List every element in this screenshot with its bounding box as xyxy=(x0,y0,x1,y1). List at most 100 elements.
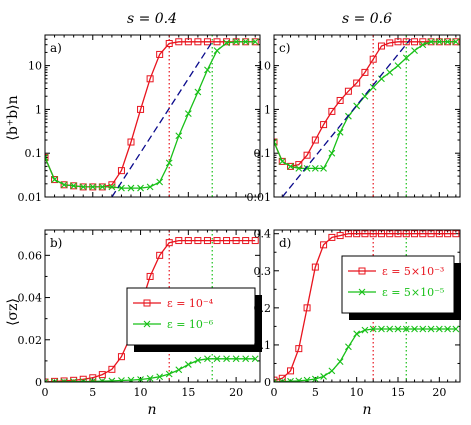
data-point-square xyxy=(156,251,164,259)
x-tick-label: 20 xyxy=(229,386,243,399)
data-point-square xyxy=(411,38,419,46)
data-point-x xyxy=(411,325,418,333)
data-point-x xyxy=(232,355,240,363)
data-point-square xyxy=(108,365,116,373)
data-point-x xyxy=(353,330,361,338)
data-point-square xyxy=(156,50,164,58)
y-tick-label: 0 xyxy=(264,376,271,389)
data-point-x xyxy=(137,376,144,382)
y-axis-label-bottom: ⟨σz⟩ xyxy=(5,298,21,326)
data-point-x xyxy=(369,325,377,333)
axes-frame xyxy=(44,34,261,198)
data-point-x xyxy=(419,41,427,49)
data-point-square xyxy=(311,263,319,271)
y-tick-label: 0.4 xyxy=(254,228,272,241)
data-point-square xyxy=(274,376,278,382)
x-tick-label: 10 xyxy=(350,386,364,399)
data-point-x xyxy=(336,358,344,365)
data-point-x xyxy=(251,38,259,46)
data-point-square xyxy=(242,237,250,245)
y-tick-label: 10 xyxy=(28,60,42,73)
y-tick-label: 1 xyxy=(264,103,271,116)
data-point-square xyxy=(165,39,173,47)
data-point-x xyxy=(70,182,78,190)
panel-label: a) xyxy=(50,41,62,55)
legend-box xyxy=(341,255,455,314)
x-tick-label: 0 xyxy=(42,386,49,399)
data-point-square xyxy=(344,230,352,238)
series-line-1 xyxy=(274,41,456,170)
data-point-x xyxy=(60,181,68,189)
data-point-x xyxy=(369,83,377,91)
y-tick-label: 10 xyxy=(257,60,271,73)
data-point-x xyxy=(386,325,394,333)
data-point-x xyxy=(194,88,202,96)
data-point-x xyxy=(452,325,460,333)
data-point-x xyxy=(361,326,369,334)
data-point-square xyxy=(287,367,295,375)
panel-label: d) xyxy=(279,236,291,250)
data-point-x xyxy=(452,38,460,46)
data-point-x xyxy=(295,377,303,382)
data-point-x xyxy=(98,377,106,382)
data-point-x xyxy=(204,355,211,363)
y-tick-label: 0.1 xyxy=(25,147,43,160)
data-point-square xyxy=(108,181,116,189)
data-point-square xyxy=(353,79,361,87)
legend-box xyxy=(126,287,256,346)
data-point-x xyxy=(435,38,443,46)
legend-marker-square xyxy=(143,299,151,307)
data-point-x xyxy=(402,325,410,333)
data-point-x xyxy=(394,325,402,333)
plot-area xyxy=(45,35,259,197)
data-point-square xyxy=(165,239,173,247)
data-point-square xyxy=(328,233,336,241)
data-point-x xyxy=(328,367,336,375)
fit-line-dashed xyxy=(281,38,411,197)
data-point-square xyxy=(402,38,410,46)
data-point-square xyxy=(213,237,221,245)
data-point-square xyxy=(232,237,240,245)
data-point-square xyxy=(175,38,183,46)
data-point-x xyxy=(287,162,294,170)
data-point-x xyxy=(223,355,230,363)
data-point-square xyxy=(295,161,303,169)
data-point-square xyxy=(435,230,443,238)
data-point-x xyxy=(156,178,164,186)
data-point-square xyxy=(452,230,460,238)
data-point-x xyxy=(320,373,327,380)
data-point-square xyxy=(311,136,319,144)
data-point-x xyxy=(194,356,202,364)
data-point-x xyxy=(427,325,435,333)
data-point-x xyxy=(108,377,116,382)
data-point-x xyxy=(295,165,303,172)
data-point-square xyxy=(51,176,59,184)
fit-line-dashed xyxy=(111,41,213,197)
data-point-x xyxy=(311,165,319,172)
data-point-square xyxy=(184,38,192,46)
panel-c: 0.01 0.1 1 10 c) xyxy=(247,34,461,204)
data-point-x xyxy=(336,128,344,136)
data-point-square xyxy=(336,232,344,240)
data-point-x xyxy=(213,47,221,55)
data-point-x xyxy=(320,165,327,172)
panel-a: 0.01 0.1 1 10 a) xyxy=(18,34,261,204)
data-point-square xyxy=(203,237,211,245)
data-point-x xyxy=(165,159,173,167)
x-tick-label: 5 xyxy=(312,386,319,399)
data-point-x xyxy=(444,325,451,333)
data-point-x xyxy=(184,361,192,368)
data-point-x xyxy=(213,355,221,363)
data-point-x xyxy=(146,375,154,382)
data-point-x xyxy=(51,176,58,183)
panel-label: b) xyxy=(50,236,62,250)
data-point-square xyxy=(278,157,286,165)
data-point-x xyxy=(223,39,230,47)
data-point-square xyxy=(184,237,192,245)
x-tick-label: 5 xyxy=(89,386,96,399)
y-tick-label: 0.04 xyxy=(18,292,43,305)
data-point-square xyxy=(194,38,202,46)
data-point-x xyxy=(411,47,418,55)
